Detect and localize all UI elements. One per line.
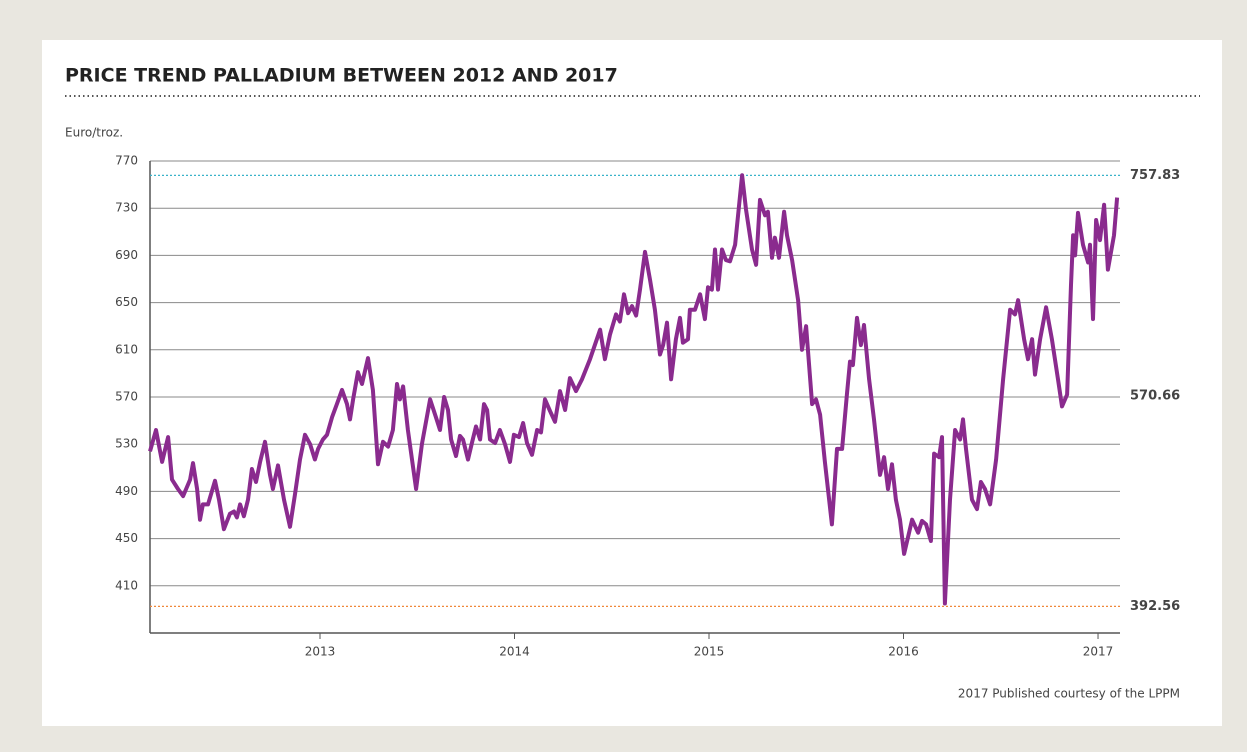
- y-tick-label: 770: [115, 154, 138, 168]
- panel: [42, 40, 1222, 726]
- source-note: 2017 Published courtesy of the LPPM: [958, 687, 1180, 701]
- reference-label: 392.56: [1130, 599, 1180, 614]
- y-tick-label: 610: [115, 342, 138, 356]
- x-tick-label: 2013: [305, 645, 336, 659]
- y-tick-label: 650: [115, 295, 138, 309]
- y-tick-label: 410: [115, 578, 138, 592]
- chart-title: PRICE TREND PALLADIUM BETWEEN 2012 AND 2…: [65, 65, 618, 87]
- x-tick-label: 2014: [499, 645, 530, 659]
- reference-label: 757.83: [1130, 168, 1180, 183]
- reference-label: 570.66: [1130, 389, 1180, 404]
- price-line: [148, 173, 1120, 606]
- y-axis-label: Euro/troz.: [65, 126, 123, 140]
- y-tick-label: 570: [115, 390, 138, 404]
- x-tick-label: 2015: [694, 645, 725, 659]
- y-tick-label: 450: [115, 531, 138, 545]
- y-tick-label: 490: [115, 484, 138, 498]
- y-tick-label: 690: [115, 248, 138, 262]
- y-tick-label: 730: [115, 201, 138, 215]
- x-tick-label: 2016: [888, 645, 919, 659]
- x-tick-label: 2017: [1083, 645, 1114, 659]
- y-tick-label: 530: [115, 437, 138, 451]
